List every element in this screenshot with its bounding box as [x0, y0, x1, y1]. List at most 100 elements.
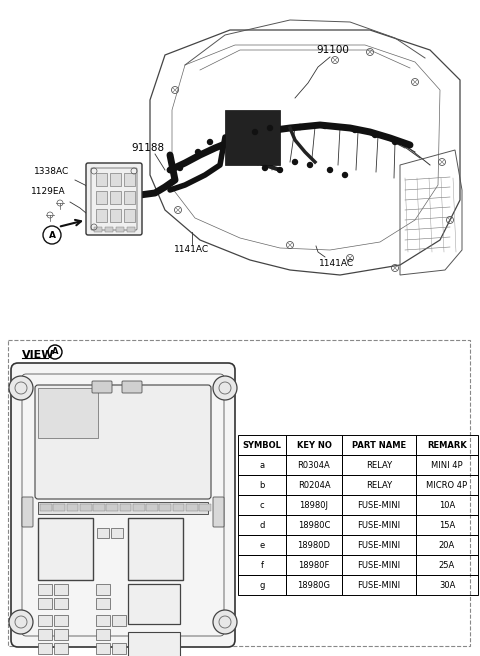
Bar: [38, 615, 52, 626]
Circle shape: [9, 610, 33, 634]
Text: b: b: [151, 599, 157, 609]
Text: c: c: [101, 587, 105, 592]
Bar: [97, 528, 109, 538]
Text: 18980J: 18980J: [300, 501, 328, 510]
Bar: [286, 455, 342, 475]
Bar: [38, 502, 208, 514]
Circle shape: [195, 150, 201, 155]
Bar: [8, 340, 470, 646]
Bar: [96, 598, 110, 609]
Bar: [94, 227, 102, 232]
Bar: [416, 475, 478, 495]
Bar: [96, 643, 110, 654]
Bar: [54, 584, 68, 595]
Text: VIEW: VIEW: [22, 350, 55, 360]
Text: a: a: [62, 544, 69, 554]
Text: 10A: 10A: [439, 501, 455, 510]
Text: 18980D: 18980D: [298, 541, 331, 550]
Text: 18980C: 18980C: [298, 520, 330, 529]
Text: MINI 4P: MINI 4P: [431, 461, 463, 470]
Text: d: d: [259, 520, 264, 529]
Text: e: e: [259, 541, 264, 550]
Text: e: e: [59, 601, 63, 606]
Bar: [238, 535, 286, 555]
FancyBboxPatch shape: [92, 381, 112, 393]
Bar: [416, 435, 478, 455]
Text: 25A: 25A: [439, 560, 455, 569]
Bar: [38, 629, 52, 640]
Text: FUSE-MINI: FUSE-MINI: [358, 520, 401, 529]
Circle shape: [213, 610, 237, 634]
Circle shape: [372, 133, 377, 138]
Bar: [128, 518, 183, 580]
Bar: [159, 504, 171, 511]
Bar: [107, 504, 118, 511]
Text: c: c: [59, 632, 63, 637]
Bar: [38, 388, 98, 438]
Bar: [342, 475, 416, 495]
Bar: [93, 504, 105, 511]
Bar: [342, 455, 416, 475]
Bar: [67, 504, 78, 511]
Bar: [199, 504, 211, 511]
Text: c: c: [260, 501, 264, 510]
Bar: [38, 643, 52, 654]
Bar: [342, 495, 416, 515]
Bar: [120, 504, 132, 511]
Bar: [96, 629, 110, 640]
Text: R0304A: R0304A: [298, 461, 330, 470]
Circle shape: [267, 125, 273, 131]
Text: SYMBOL: SYMBOL: [242, 440, 281, 449]
Bar: [112, 615, 126, 626]
Bar: [40, 504, 52, 511]
Text: FUSE-MINI: FUSE-MINI: [358, 541, 401, 550]
Text: f: f: [261, 560, 264, 569]
Bar: [342, 435, 416, 455]
Circle shape: [9, 376, 33, 400]
Bar: [96, 584, 110, 595]
Text: c: c: [59, 587, 63, 592]
Bar: [54, 643, 68, 654]
Bar: [110, 209, 121, 222]
Bar: [54, 629, 68, 640]
Circle shape: [207, 140, 213, 144]
Bar: [416, 555, 478, 575]
Text: FUSE-MINI: FUSE-MINI: [358, 501, 401, 510]
Text: d: d: [117, 646, 121, 651]
Text: c: c: [101, 646, 105, 651]
Bar: [416, 515, 478, 535]
Bar: [112, 643, 126, 654]
Circle shape: [308, 163, 312, 167]
Text: c: c: [43, 587, 47, 592]
Text: c: c: [101, 632, 105, 637]
Bar: [416, 455, 478, 475]
Text: d: d: [101, 618, 105, 623]
Text: b: b: [151, 642, 157, 652]
Text: 91100: 91100: [317, 45, 349, 55]
Text: A: A: [48, 230, 56, 239]
Bar: [54, 615, 68, 626]
Bar: [225, 110, 280, 165]
Text: d: d: [117, 618, 121, 623]
Text: g: g: [259, 581, 264, 590]
FancyBboxPatch shape: [35, 385, 211, 499]
Bar: [116, 227, 124, 232]
Bar: [124, 209, 135, 222]
Bar: [238, 475, 286, 495]
Bar: [342, 515, 416, 535]
Circle shape: [393, 140, 397, 144]
Text: 1338AC: 1338AC: [35, 167, 70, 176]
Text: REMARK: REMARK: [427, 440, 467, 449]
Bar: [80, 504, 92, 511]
Text: MICRO 4P: MICRO 4P: [426, 480, 468, 489]
Bar: [38, 584, 52, 595]
Circle shape: [343, 173, 348, 178]
Text: 1141AC: 1141AC: [319, 258, 355, 268]
Text: 18980F: 18980F: [298, 560, 330, 569]
Bar: [173, 504, 184, 511]
Text: e: e: [115, 531, 119, 535]
Bar: [186, 504, 198, 511]
Text: 1141AC: 1141AC: [174, 245, 210, 255]
Bar: [416, 575, 478, 595]
Text: R0204A: R0204A: [298, 480, 330, 489]
